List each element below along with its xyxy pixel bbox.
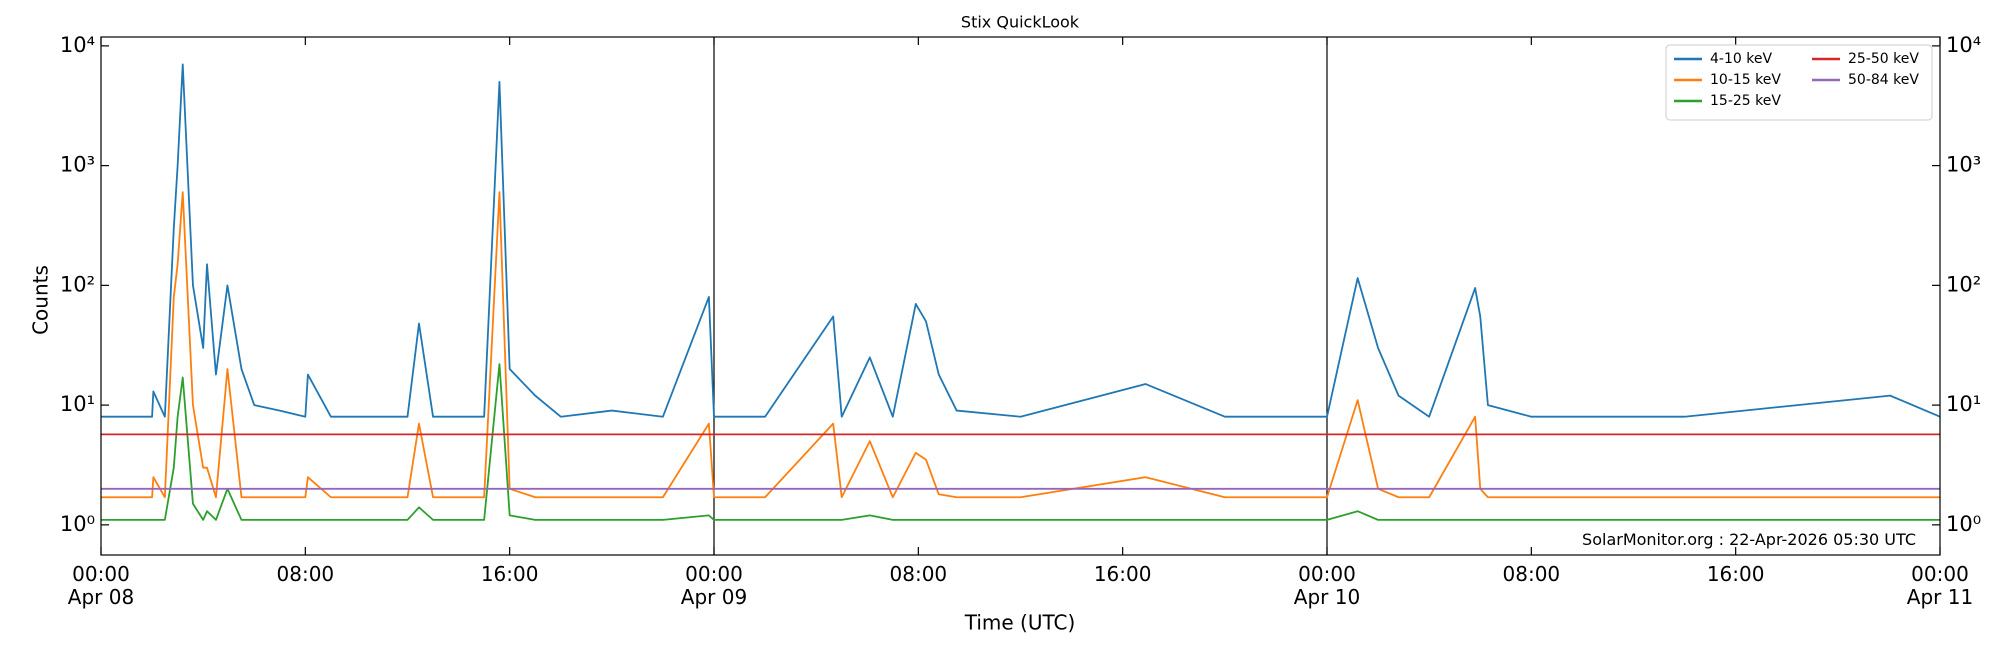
x-tick-label: 16:00 bbox=[1706, 562, 1765, 586]
series-line bbox=[101, 191, 1940, 499]
legend-label: 10-15 keV bbox=[1710, 72, 1781, 88]
y-tick-label: 10⁴ bbox=[60, 33, 95, 57]
series-line bbox=[101, 63, 1941, 418]
legend-label: 4-10 keV bbox=[1710, 51, 1772, 67]
x-tick-label: 16:00 bbox=[1093, 562, 1152, 586]
y-tick-label: 10² bbox=[60, 272, 95, 296]
annotation: SolarMonitor.org : 22-Apr-2026 05:30 UTC bbox=[1582, 530, 1916, 549]
x-tick-label: 00:00 Apr 11 bbox=[1906, 562, 1974, 609]
y-tick-label: 10³ bbox=[60, 153, 95, 177]
x-tick-label: 08:00 bbox=[276, 562, 335, 586]
y-tick-label-right: 10¹ bbox=[1946, 392, 1981, 416]
chart-title: Stix QuickLook bbox=[961, 13, 1080, 32]
legend-label: 15-25 keV bbox=[1710, 93, 1781, 109]
y-tick-label-right: 10⁴ bbox=[1946, 33, 1981, 57]
plot-frame bbox=[100, 36, 1941, 556]
series-line bbox=[101, 363, 1940, 521]
y-tick-label-right: 10³ bbox=[1946, 153, 1981, 177]
legend-label: 50-84 keV bbox=[1848, 72, 1919, 88]
y-tick-label: 10⁰ bbox=[60, 512, 95, 536]
legend-box bbox=[1665, 44, 1933, 121]
y-tick-label-right: 10² bbox=[1946, 272, 1981, 296]
y-axis-label: Counts bbox=[29, 265, 53, 335]
x-tick-label: 00:00 Apr 09 bbox=[680, 562, 748, 609]
legend-label: 25-50 keV bbox=[1848, 51, 1919, 67]
x-tick-label: 08:00 bbox=[889, 562, 948, 586]
legend: 4-10 keV 10-15 keV 15-25 keV 25-50 keV 50-84… bbox=[1665, 44, 1933, 121]
y-tick-label: 10¹ bbox=[60, 392, 95, 416]
x-tick-label: 16:00 bbox=[480, 562, 539, 586]
x-axis-label: Time (UTC) bbox=[964, 611, 1076, 635]
x-tick-label: 08:00 bbox=[1502, 562, 1561, 586]
x-tick-label: 00:00 Apr 10 bbox=[1293, 562, 1361, 609]
y-tick-label-right: 10⁰ bbox=[1946, 512, 1981, 536]
x-tick-label: 00:00 Apr 08 bbox=[67, 562, 135, 609]
